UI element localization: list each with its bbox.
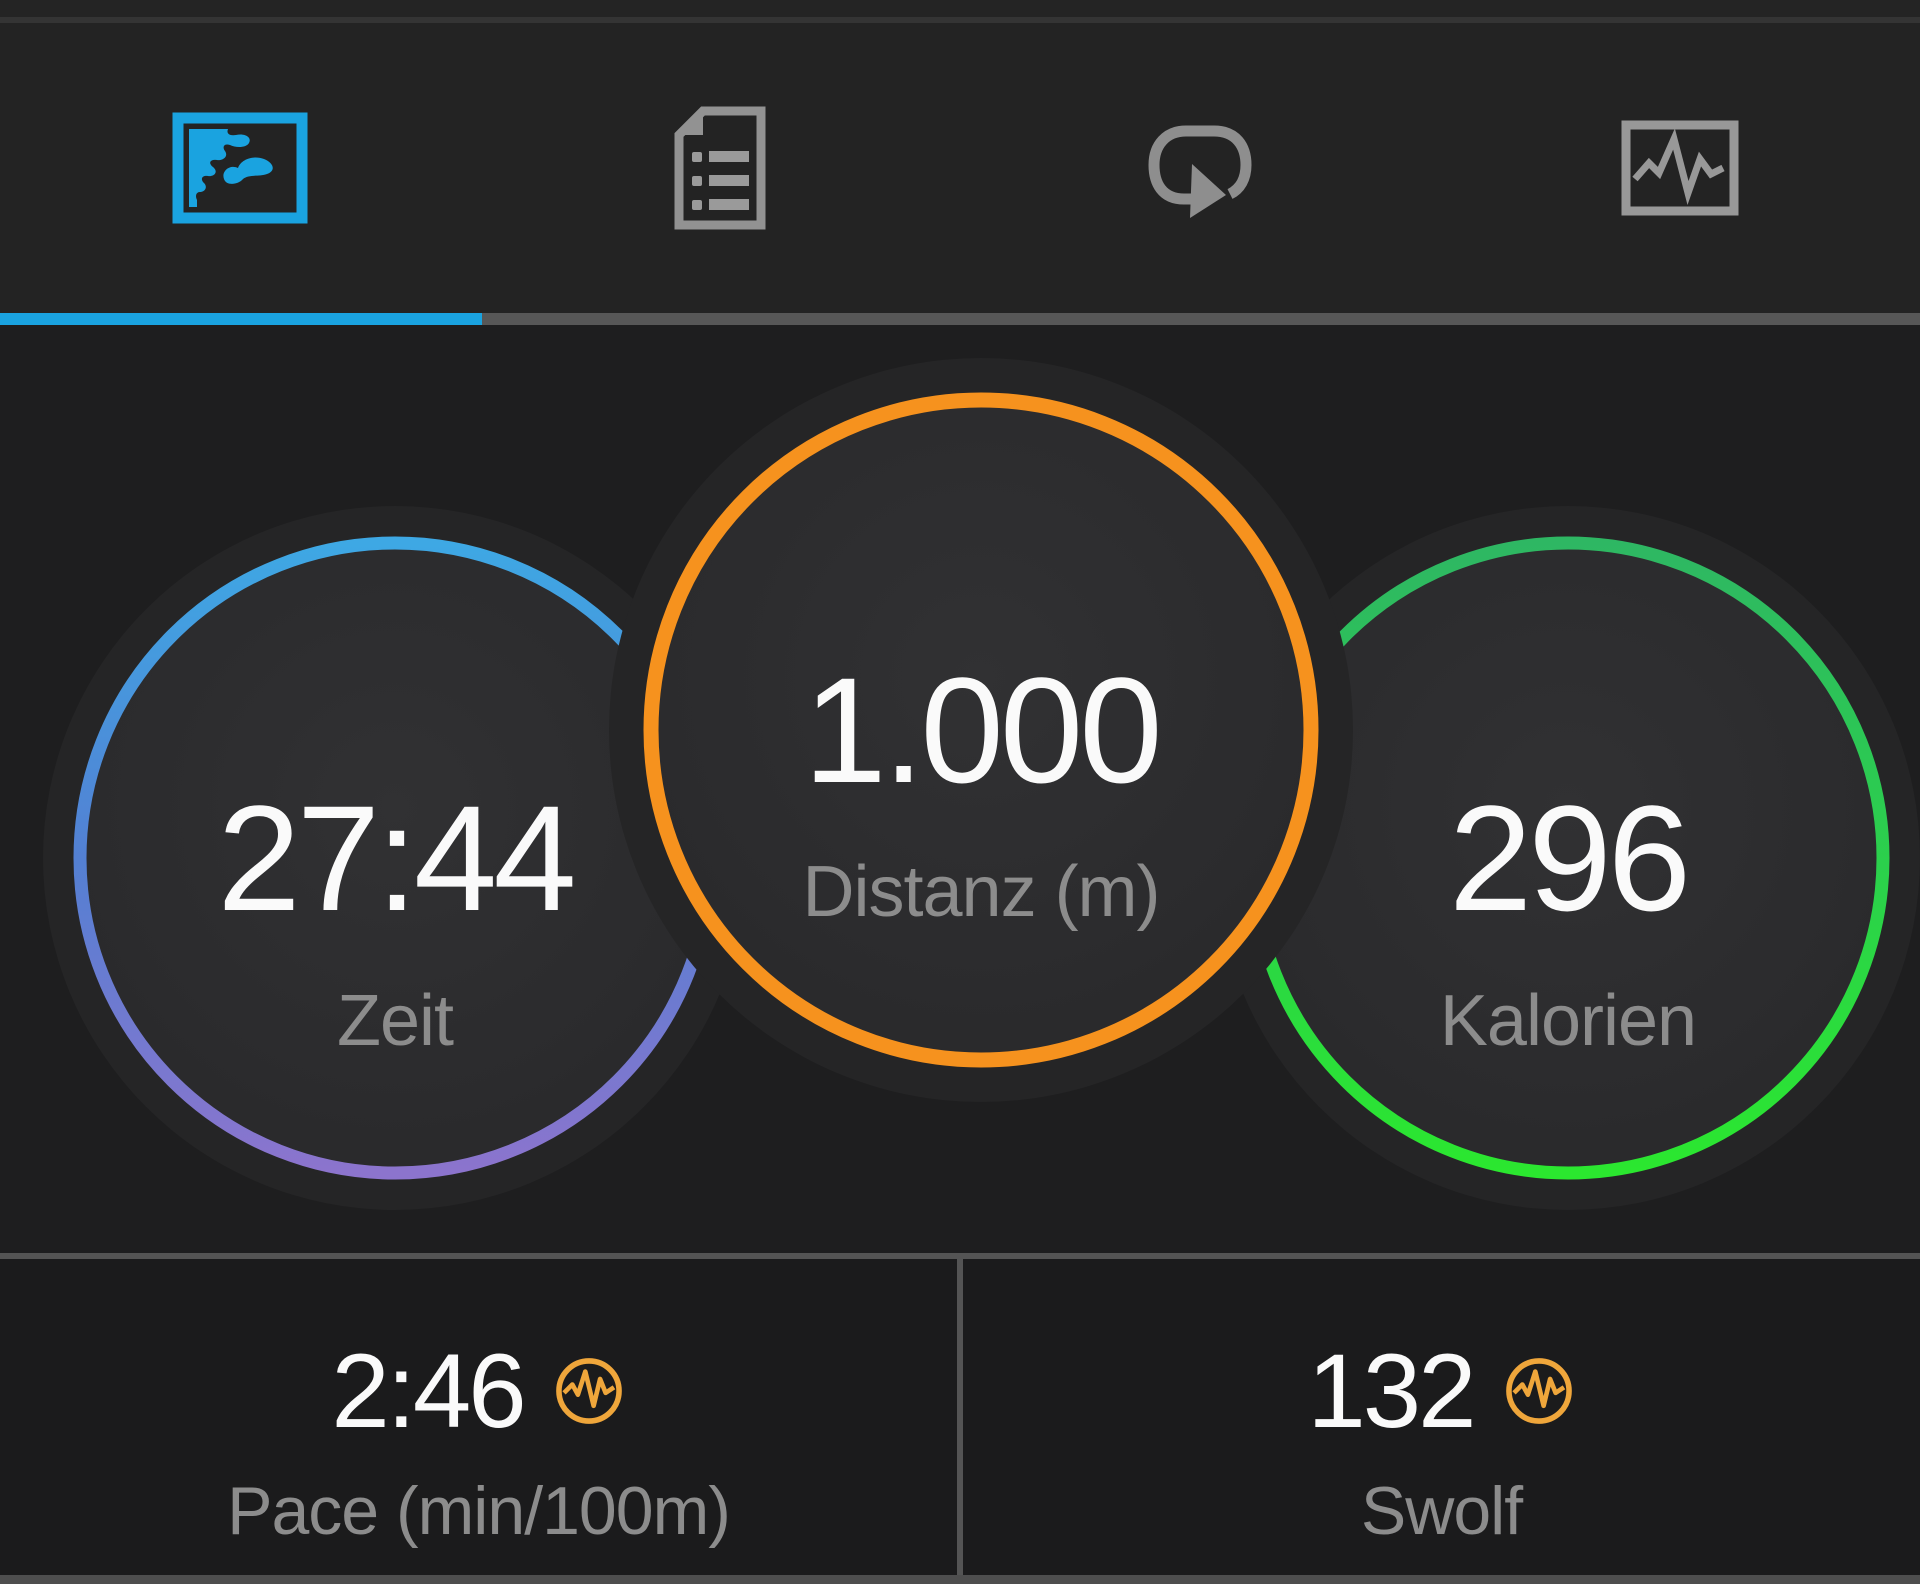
tab-laps[interactable]: [960, 23, 1440, 313]
bottom-stats: 2:46 Pace (min/100m) 132 Swolf: [0, 1259, 1920, 1575]
time-label: Zeit: [336, 981, 454, 1061]
pace-value: 2:46: [331, 1332, 526, 1450]
swolf-value-row: 132: [1307, 1331, 1575, 1451]
tab-map[interactable]: [0, 23, 480, 313]
swolf-value: 132: [1307, 1332, 1476, 1450]
status-bar-strip: [0, 0, 1920, 17]
time-ring-graphic: [43, 506, 747, 1210]
pace-label: Pace (min/100m): [227, 1473, 731, 1549]
tab-details[interactable]: [480, 23, 960, 313]
tab-bar: [0, 23, 1920, 313]
calories-value: 296: [1448, 774, 1691, 942]
status-bar-divider: [0, 17, 1920, 23]
stats-top-divider: [0, 1253, 1920, 1259]
time-value: 27:44: [217, 774, 576, 942]
distance-ring-graphic: [609, 358, 1353, 1102]
distance-value: 1.000: [803, 646, 1162, 814]
ring-time: 27:44 Zeit: [43, 506, 747, 1210]
map-icon: [172, 112, 308, 224]
calories-label: Kalorien: [1439, 981, 1697, 1061]
tab-charts[interactable]: [1440, 23, 1920, 313]
swolf-label: Swolf: [1360, 1473, 1523, 1549]
stat-swolf: 132 Swolf: [963, 1259, 1920, 1575]
line-chart-icon: [1621, 120, 1739, 216]
laps-loop-icon: [1148, 125, 1252, 218]
stat-pace: 2:46 Pace (min/100m): [0, 1259, 957, 1575]
distance-label: Distanz (m): [802, 852, 1160, 932]
pace-value-row: 2:46: [331, 1331, 625, 1451]
pulse-circle-icon: [555, 1358, 622, 1424]
pulse-circle-icon: [1505, 1358, 1572, 1424]
stats-vertical-divider: [957, 1259, 963, 1575]
bottom-edge-rule: [0, 1575, 1920, 1584]
active-tab-indicator: [0, 313, 482, 325]
ring-distance: 1.000 Distanz (m): [609, 358, 1353, 1102]
document-list-icon: [674, 106, 766, 230]
